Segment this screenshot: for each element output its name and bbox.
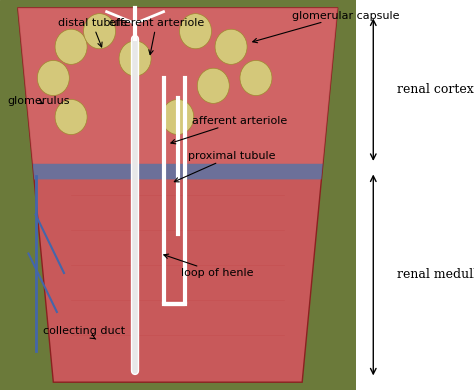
Text: renal medulla: renal medulla [397, 268, 474, 282]
Polygon shape [33, 164, 323, 179]
Text: afferent arteriole: afferent arteriole [171, 116, 287, 144]
Text: proximal tubule: proximal tubule [174, 151, 276, 182]
Circle shape [55, 99, 87, 135]
Circle shape [55, 29, 87, 64]
Polygon shape [18, 8, 337, 382]
Text: renal cortex: renal cortex [397, 83, 474, 96]
Circle shape [180, 14, 211, 49]
Circle shape [83, 14, 116, 49]
Circle shape [240, 60, 272, 96]
Circle shape [162, 99, 194, 135]
Text: efferent arteriole: efferent arteriole [109, 18, 204, 55]
Text: distal tubule: distal tubule [58, 18, 127, 47]
Polygon shape [18, 8, 337, 164]
Text: loop of henle: loop of henle [164, 254, 254, 278]
Text: collecting duct: collecting duct [43, 326, 125, 339]
Circle shape [37, 60, 69, 96]
Circle shape [119, 41, 151, 76]
Circle shape [197, 68, 229, 103]
Text: glomerulus: glomerulus [7, 96, 70, 106]
Circle shape [215, 29, 247, 64]
Text: glomerular capsule: glomerular capsule [253, 11, 399, 43]
